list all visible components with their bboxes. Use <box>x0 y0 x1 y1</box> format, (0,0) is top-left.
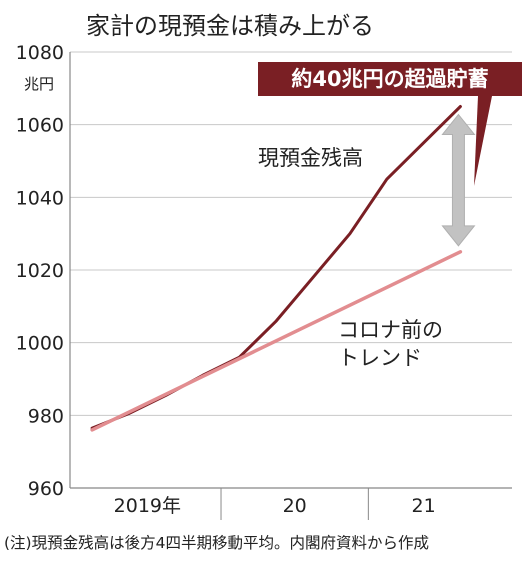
chart-title: 家計の現預金は積み上がる <box>86 12 374 40</box>
series-label-trend: コロナ前の <box>338 318 443 342</box>
y-tick-label: 1080 <box>16 42 64 64</box>
y-tick-label: 1060 <box>16 115 64 137</box>
y-tick-label: 1020 <box>16 260 64 282</box>
y-tick-label: 1000 <box>16 333 64 355</box>
series-label-deposits: 現預金残高 <box>258 146 363 170</box>
callout-pointer <box>474 96 492 186</box>
series-label-trend: トレンド <box>338 346 422 370</box>
series-line-trend <box>90 250 463 432</box>
y-tick-label: 980 <box>28 405 64 427</box>
gap-arrow <box>441 113 476 247</box>
x-tick-label: 2019年 <box>114 495 181 517</box>
y-tick-label: 960 <box>28 478 64 500</box>
source-note: (注)現預金残高は後方4四半期移動平均。内閣府資料から作成 <box>4 534 429 552</box>
y-tick-label: 1040 <box>16 187 64 209</box>
y-axis-unit: 兆円 <box>24 75 55 93</box>
excess-savings-callout: 約40兆円の超過貯蓄 <box>258 62 522 96</box>
x-tick-label: 21 <box>412 495 436 517</box>
x-tick-label: 20 <box>283 495 307 517</box>
